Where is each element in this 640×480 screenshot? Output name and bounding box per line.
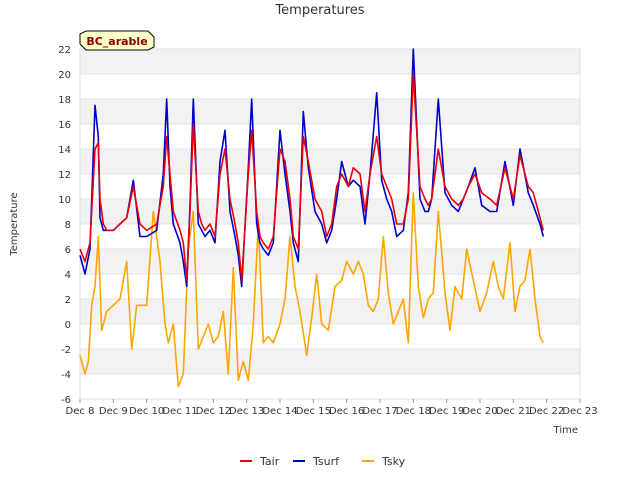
legend-item-tsky: Tsky (362, 455, 406, 468)
x-axis-title: Time (553, 425, 578, 436)
y-axis: -6 -4 -2 0 2 4 6 8 10 12 14 16 18 20 22 (58, 45, 71, 406)
x-tick-label: Dec 19 (429, 406, 464, 417)
grid-band (80, 349, 580, 374)
chart-title: Temperatures (274, 3, 364, 18)
x-tick-label: Dec 13 (229, 406, 264, 417)
x-tick-label: Dec 18 (396, 406, 431, 417)
x-tick-label: Dec 17 (362, 406, 397, 417)
y-tick-label: 18 (58, 95, 71, 106)
x-tick-label: Dec 11 (162, 406, 197, 417)
x-tick-label: Dec 14 (262, 406, 297, 417)
legend-label: Tsky (381, 455, 406, 468)
x-tick-label: Dec 12 (196, 406, 231, 417)
x-tick-label: Dec 22 (529, 406, 564, 417)
legend-label: Tair (259, 455, 280, 468)
x-tick-label: Dec 21 (496, 406, 531, 417)
y-tick-label: 6 (65, 245, 71, 256)
x-tick-label: Dec 8 (66, 406, 95, 417)
y-tick-label: 20 (58, 70, 71, 81)
y-tick-label: 10 (58, 195, 71, 206)
legend-item-tsurf: Tsurf (293, 455, 340, 468)
grid-band (80, 49, 580, 74)
y-tick-label: -2 (61, 345, 71, 356)
series-line-tair (79, 73, 545, 282)
grid-band (80, 249, 580, 274)
y-tick-label: -6 (61, 395, 71, 406)
x-tick-label: Dec 16 (329, 406, 364, 417)
y-tick-label: 16 (58, 120, 71, 131)
legend: Tair Tsurf Tsky (240, 455, 406, 468)
x-tick-label: Dec 23 (562, 406, 597, 417)
grid-band (80, 99, 580, 124)
plot-frame (79, 48, 581, 400)
x-tick-label: Dec 20 (462, 406, 497, 417)
x-tick-label: Dec 10 (129, 406, 164, 417)
series-line-tsurf (79, 48, 545, 288)
y-tick-label: 4 (65, 270, 71, 281)
y-tick-label: 8 (65, 220, 71, 231)
y-tick-label: 22 (58, 45, 71, 56)
y-tick-label: 14 (58, 145, 71, 156)
legend-label: Tsurf (312, 455, 340, 468)
site-label-box (79, 30, 155, 51)
y-tick-label: 0 (65, 320, 71, 331)
y-tick-label: -4 (61, 370, 71, 381)
y-tick-label: 12 (58, 170, 71, 181)
site-label: BC_arable (79, 30, 155, 51)
series-layer (79, 48, 545, 388)
y-axis-title: Temperature (9, 192, 20, 256)
x-tick-label: Dec 9 (99, 406, 128, 417)
legend-item-tair: Tair (240, 455, 280, 468)
site-label-text: BC_arable (86, 35, 147, 48)
y-tick-label: 2 (65, 295, 71, 306)
x-tick-label: Dec 15 (296, 406, 331, 417)
